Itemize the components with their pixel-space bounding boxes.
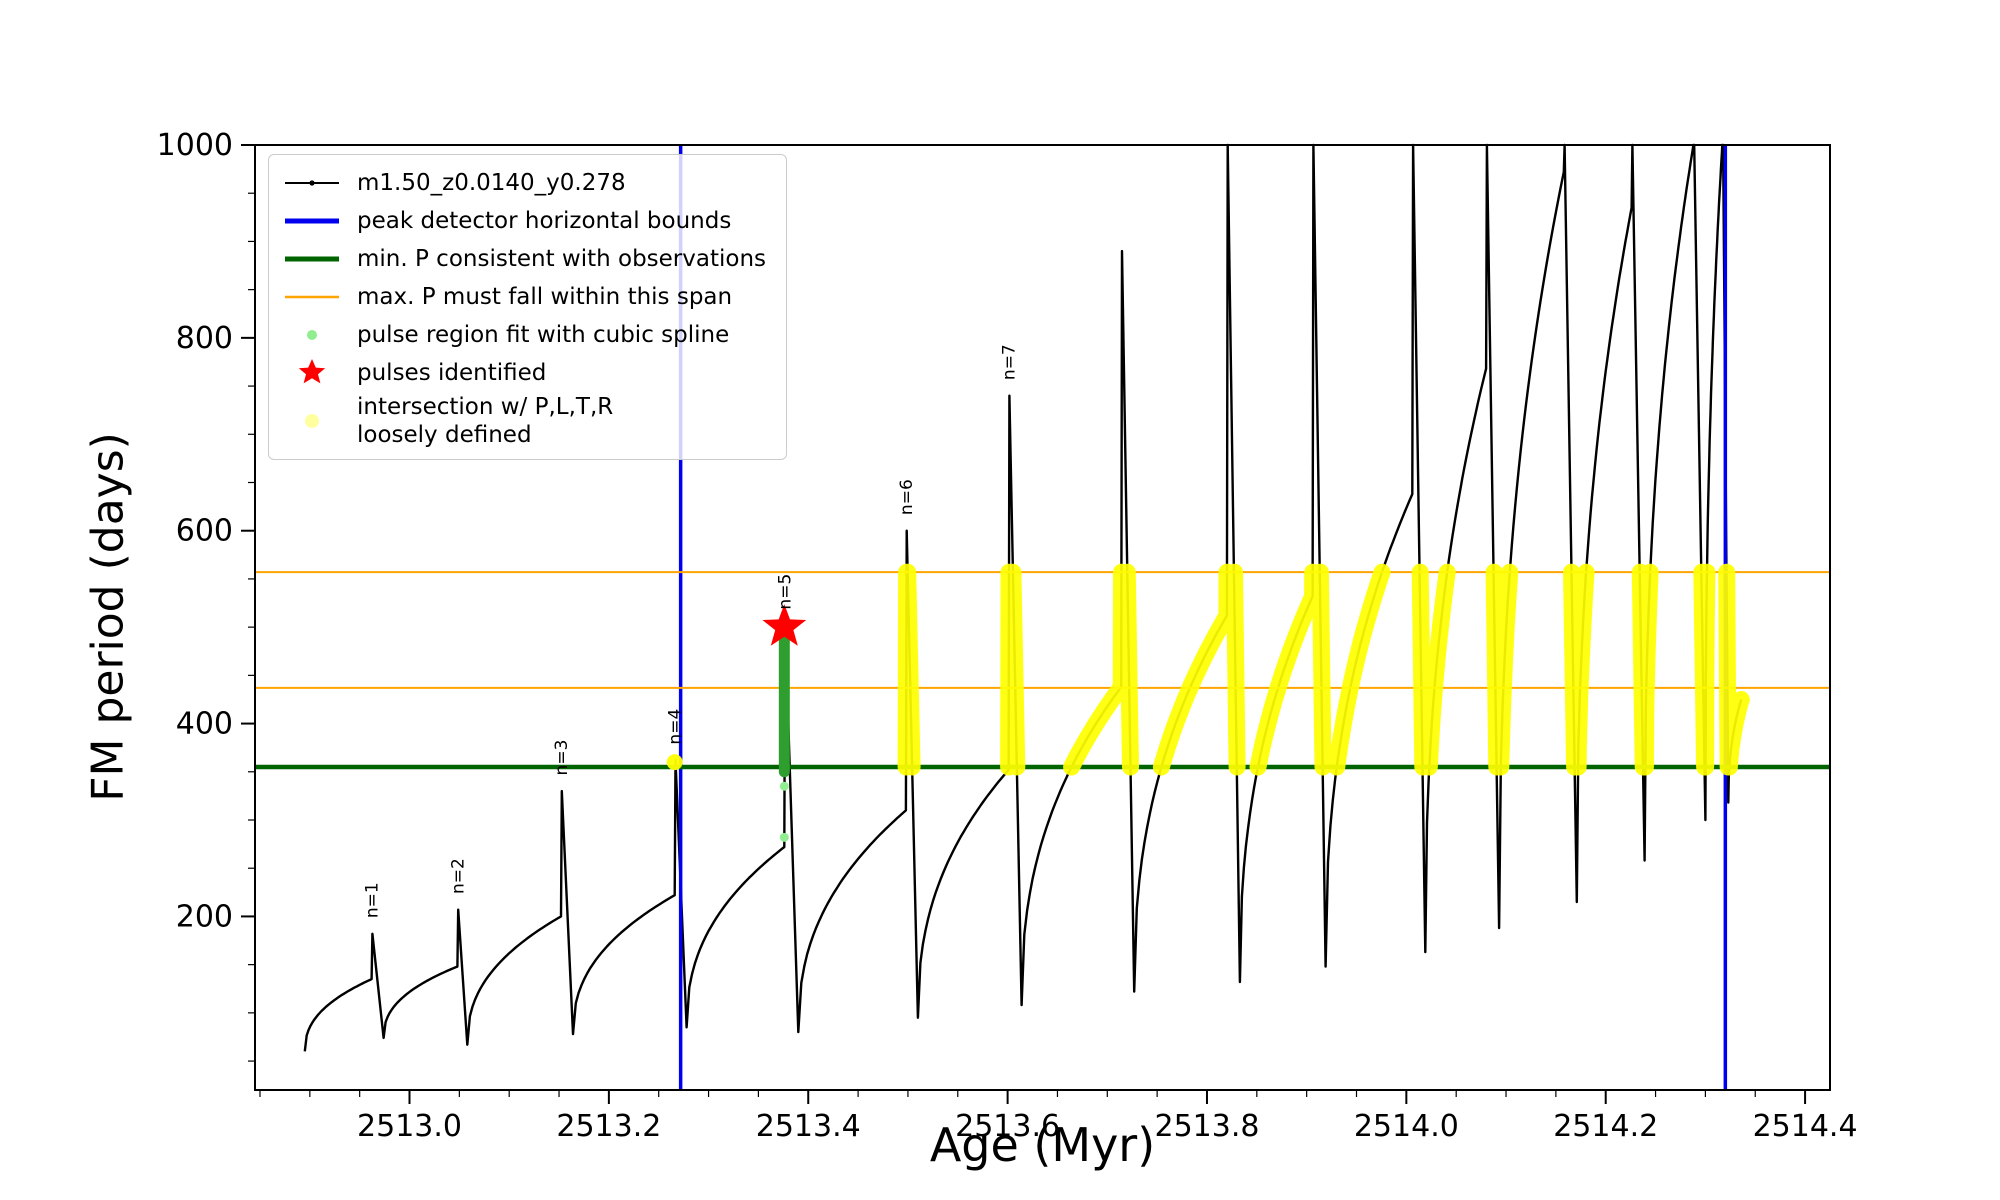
green-line-icon bbox=[281, 246, 343, 272]
legend-label: m1.50_z0.0140_y0.278 bbox=[357, 169, 626, 196]
y-tick-label: 800 bbox=[176, 321, 233, 356]
legend-item-peak-bounds: peak detector horizontal bounds bbox=[281, 203, 766, 239]
spline-fit-dot bbox=[779, 781, 789, 791]
yellow-dot-icon bbox=[281, 406, 343, 436]
x-tick-label: 2513.0 bbox=[357, 1109, 462, 1144]
pulse-number-annotation: n=4 bbox=[666, 709, 686, 745]
legend-item-min-p: min. P consistent with observations bbox=[281, 241, 766, 277]
legend-label: intersection w/ P,L,T,R loosely defined bbox=[357, 394, 614, 449]
red-star-icon bbox=[281, 356, 343, 390]
pulse-number-annotation: n=6 bbox=[897, 479, 917, 515]
legend-label: pulse region fit with cubic spline bbox=[357, 321, 730, 348]
x-tick-label: 2513.4 bbox=[756, 1109, 861, 1144]
x-tick-label: 2513.2 bbox=[556, 1109, 661, 1144]
pulse-number-annotation: n=3 bbox=[552, 740, 572, 776]
blue-line-icon bbox=[281, 208, 343, 234]
x-tick-label: 2513.6 bbox=[955, 1109, 1060, 1144]
intersection-overlay bbox=[897, 563, 1750, 776]
legend-label: max. P must fall within this span bbox=[357, 283, 733, 310]
pulse-number-annotation: n=7 bbox=[1000, 344, 1020, 380]
track-line-icon bbox=[281, 170, 343, 196]
legend-item-track: m1.50_z0.0140_y0.278 bbox=[281, 165, 766, 201]
lightgreen-dot-icon bbox=[281, 322, 343, 348]
y-tick-label: 1000 bbox=[157, 128, 233, 163]
legend-item-max-p-span: max. P must fall within this span bbox=[281, 279, 766, 315]
x-tick-label: 2514.0 bbox=[1354, 1109, 1459, 1144]
pulse-number-annotation: n=5 bbox=[775, 574, 795, 610]
legend-item-pulses: pulses identified bbox=[281, 355, 766, 391]
x-tick-label: 2513.8 bbox=[1154, 1109, 1259, 1144]
x-axis-label: Age (Myr) bbox=[929, 1118, 1156, 1172]
legend-label: min. P consistent with observations bbox=[357, 245, 767, 272]
x-tick-label: 2514.4 bbox=[1753, 1109, 1858, 1144]
spline-fit-dot bbox=[779, 832, 789, 842]
y-tick-label: 400 bbox=[176, 707, 233, 742]
y-tick-label: 200 bbox=[176, 899, 233, 934]
pulse-star bbox=[762, 604, 807, 646]
legend-label: peak detector horizontal bounds bbox=[357, 207, 732, 234]
legend: m1.50_z0.0140_y0.278 peak detector horiz… bbox=[268, 154, 788, 461]
legend-label: pulses identified bbox=[357, 359, 547, 386]
pulse-number-annotation: n=1 bbox=[363, 882, 383, 918]
x-tick-label: 2514.2 bbox=[1553, 1109, 1658, 1144]
axes-frame bbox=[254, 144, 1831, 1091]
y-tick-label: 600 bbox=[176, 514, 233, 549]
legend-item-intersection: intersection w/ P,L,T,R loosely defined bbox=[281, 393, 766, 449]
orange-line-icon bbox=[281, 284, 343, 310]
pulse-number-annotation: n=2 bbox=[448, 858, 468, 894]
legend-item-pulse-fit: pulse region fit with cubic spline bbox=[281, 317, 766, 353]
y-axis-label: FM period (days) bbox=[82, 432, 134, 802]
intersection-dot bbox=[666, 754, 683, 771]
